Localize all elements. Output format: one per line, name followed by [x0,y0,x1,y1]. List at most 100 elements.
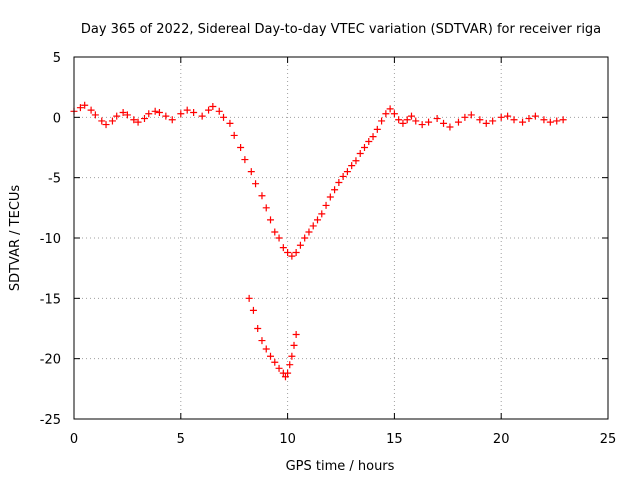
data-point [271,358,279,366]
data-point [267,216,275,224]
data-point [140,115,148,123]
data-point [467,111,475,119]
data-point [155,109,163,117]
y-tick-label: -20 [40,353,61,368]
data-point [382,110,390,118]
data-point [365,137,373,145]
data-point [281,373,289,381]
data-point [540,116,548,124]
chart-title: Day 365 of 2022, Sidereal Day-to-day VTE… [81,22,601,37]
data-point [482,119,490,127]
data-point [258,192,266,200]
data-point [267,352,275,360]
data-point [356,150,364,158]
data-point [407,112,415,120]
data-point [546,118,554,126]
data-point [130,116,138,124]
data-point [252,180,260,188]
data-point [531,112,539,120]
data-point [559,116,567,124]
data-point [119,109,127,117]
data-point [326,193,334,201]
data-point [271,228,279,236]
x-tick-label: 15 [386,432,403,447]
data-point [262,204,270,212]
x-tick-label: 5 [177,432,185,447]
data-point [318,210,326,218]
data-point [446,123,454,131]
data-point [553,117,561,125]
data-point [348,162,356,170]
y-tick-label: -10 [40,232,61,247]
data-point [113,112,121,120]
data-point [339,172,347,180]
data-point [190,109,198,117]
data-point [390,110,398,118]
y-tick-label: 5 [53,51,61,66]
data-point [209,102,217,110]
data-point [102,121,110,129]
data-point [237,144,245,151]
data-point [134,118,142,126]
data-point [489,117,497,125]
x-axis-label: GPS time / hours [286,459,395,474]
data-point [440,119,448,127]
data-point [290,341,298,349]
data-point [369,133,377,141]
data-point [205,106,213,114]
data-point [284,369,292,377]
data-point [454,118,462,126]
data-point [249,306,257,314]
data-point [314,216,322,224]
y-tick-label: -25 [40,413,61,428]
data-point [418,121,426,129]
data-point [81,101,89,109]
data-point [215,107,223,115]
tick-layer: 0 5 10 15 20 25 5 0 -5 -10 -15 -20 -25 [40,51,617,447]
data-point [360,144,368,151]
data-point [279,244,287,252]
data-point [399,119,407,127]
series-lower [245,294,300,381]
data-point [254,325,262,332]
data-point [241,156,249,164]
data-point [352,157,360,165]
data-point [497,113,505,121]
data-point [305,228,313,236]
data-point [331,186,339,194]
data-point [275,364,283,372]
data-point [168,116,176,124]
data-point [292,331,300,339]
y-tick-label: -5 [48,172,61,187]
data-point [322,201,330,209]
data-point [343,168,351,176]
data-point [461,113,469,121]
data-point [87,106,95,114]
data-point [123,111,131,119]
data-point [98,117,106,125]
data-point [226,119,234,127]
data-point [335,178,343,186]
x-tick-label: 0 [70,432,78,447]
data-point [292,248,300,256]
data-point [301,234,309,242]
data-point [108,117,116,125]
y-tick-label: -15 [40,292,61,307]
data-point [151,107,159,115]
data-point [258,337,266,345]
data-point [91,111,99,119]
x-tick-label: 20 [493,432,510,447]
data-point [510,116,518,124]
data-point [425,118,433,126]
data-point [296,241,304,249]
data-point [76,104,84,112]
data-point [373,125,381,133]
data-point [412,117,420,125]
data-point [288,352,296,360]
data-point [183,106,191,114]
data-point [245,294,253,302]
data-point [519,118,527,126]
data-point [198,112,206,120]
data-point [220,113,228,121]
